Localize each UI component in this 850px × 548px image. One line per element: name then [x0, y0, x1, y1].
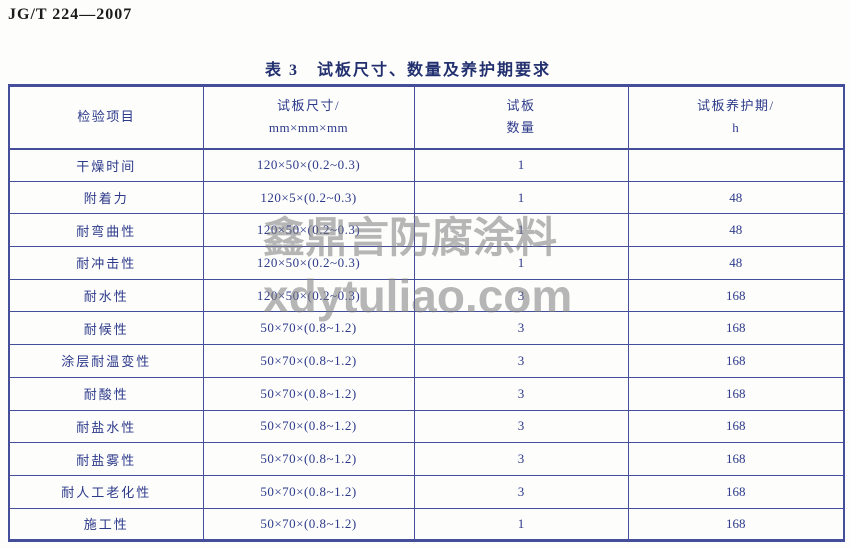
cell-curing-period: 168: [627, 376, 845, 411]
cell-plate-quantity: 3: [413, 344, 629, 378]
header-curing: 试板养护期/ h: [627, 85, 845, 150]
cell-plate-quantity: 3: [413, 474, 629, 509]
table-row: 耐盐雾性 50×70×(0.8~1.2) 3 168: [8, 442, 845, 476]
table-row: 耐候性 50×70×(0.8~1.2) 3 168: [8, 311, 845, 346]
cell-curing-period: 168: [627, 442, 845, 476]
cell-plate-quantity: 3: [413, 409, 629, 444]
header-item-label: 检验项目: [77, 109, 136, 125]
header-size-line2: mm×mm×mm: [268, 120, 349, 136]
cell-plate-size: 120×5×(0.2~0.3): [202, 180, 415, 215]
cell-inspection-item: 附着力: [8, 180, 204, 215]
cell-plate-size: 50×70×(0.8~1.2): [202, 409, 415, 444]
table-row: 施工性 50×70×(0.8~1.2) 1 168: [8, 507, 845, 542]
cell-inspection-item: 耐盐水性: [8, 409, 204, 444]
cell-curing-period: 168: [627, 474, 845, 509]
cell-plate-quantity: 3: [413, 278, 629, 313]
cell-inspection-item: 施工性: [8, 507, 204, 542]
header-size: 试板尺寸/ mm×mm×mm: [202, 85, 415, 150]
table-row: 涂层耐温变性 50×70×(0.8~1.2) 3 168: [8, 344, 845, 378]
table-row: 耐水性 120×50×(0.2~0.3) 3 168: [8, 278, 845, 313]
cell-curing-period: 168: [627, 311, 845, 346]
cell-curing-period: 168: [627, 278, 845, 313]
cell-plate-size: 50×70×(0.8~1.2): [202, 507, 415, 542]
cell-plate-size: 50×70×(0.8~1.2): [202, 376, 415, 411]
cell-curing-period: [627, 148, 845, 182]
table-row: 附着力 120×5×(0.2~0.3) 1 48: [8, 180, 845, 215]
table-row: 耐弯曲性 120×50×(0.2~0.3) 1 48: [8, 213, 845, 248]
cell-inspection-item: 耐水性: [8, 278, 204, 313]
cell-curing-period: 168: [627, 507, 845, 542]
cell-plate-size: 120×50×(0.2~0.3): [202, 278, 415, 313]
cell-curing-period: 48: [627, 180, 845, 215]
cell-inspection-item: 耐候性: [8, 311, 204, 346]
table-row: 耐冲击性 120×50×(0.2~0.3) 1 48: [8, 246, 845, 280]
cell-plate-quantity: 1: [413, 213, 629, 248]
cell-plate-size: 50×70×(0.8~1.2): [202, 474, 415, 509]
cell-inspection-item: 耐冲击性: [8, 246, 204, 280]
spec-table: 检验项目 试板尺寸/ mm×mm×mm 试板 数量 试板养护期/ h 干燥时间 …: [8, 84, 845, 543]
header-item: 检验项目: [8, 85, 204, 150]
cell-inspection-item: 耐人工老化性: [8, 474, 204, 509]
cell-plate-quantity: 1: [413, 180, 629, 215]
header-curing-line1: 试板养护期/: [696, 98, 775, 114]
cell-curing-period: 48: [627, 246, 845, 280]
cell-plate-size: 120×50×(0.2~0.3): [202, 213, 415, 248]
header-quantity-line1: 试板: [506, 98, 536, 114]
table-row: 耐盐水性 50×70×(0.8~1.2) 3 168: [8, 409, 845, 444]
header-quantity: 试板 数量: [413, 85, 629, 150]
table-row: 干燥时间 120×50×(0.2~0.3) 1: [8, 148, 845, 182]
cell-curing-period: 168: [627, 409, 845, 444]
cell-plate-quantity: 3: [413, 311, 629, 346]
header-quantity-line2: 数量: [506, 120, 536, 136]
cell-inspection-item: 干燥时间: [8, 148, 204, 182]
cell-plate-size: 50×70×(0.8~1.2): [202, 344, 415, 378]
cell-plate-quantity: 1: [413, 507, 629, 542]
table-body: 干燥时间 120×50×(0.2~0.3) 1 附着力 120×5×(0.2~0…: [8, 148, 845, 542]
cell-plate-size: 120×50×(0.2~0.3): [202, 246, 415, 280]
table-title: 表 3 试板尺寸、数量及养护期要求: [264, 62, 551, 79]
cell-plate-quantity: 1: [413, 148, 629, 182]
header-curing-line2: h: [732, 120, 740, 136]
table-header: 检验项目 试板尺寸/ mm×mm×mm 试板 数量 试板养护期/ h: [8, 85, 845, 150]
cell-inspection-item: 耐弯曲性: [8, 213, 204, 248]
cell-inspection-item: 耐盐雾性: [8, 442, 204, 476]
cell-inspection-item: 耐酸性: [8, 376, 204, 411]
table-row: 耐人工老化性 50×70×(0.8~1.2) 3 168: [8, 474, 845, 509]
header-size-line1: 试板尺寸/: [276, 98, 341, 114]
cell-plate-size: 50×70×(0.8~1.2): [202, 442, 415, 476]
cell-plate-size: 120×50×(0.2~0.3): [202, 148, 415, 182]
standard-number: JG/T 224—2007: [8, 6, 133, 23]
cell-plate-quantity: 1: [413, 246, 629, 280]
cell-plate-size: 50×70×(0.8~1.2): [202, 311, 415, 346]
header-row: 检验项目 试板尺寸/ mm×mm×mm 试板 数量 试板养护期/ h: [8, 85, 845, 150]
cell-curing-period: 48: [627, 213, 845, 248]
cell-inspection-item: 涂层耐温变性: [8, 344, 204, 378]
cell-curing-period: 168: [627, 344, 845, 378]
table-row: 耐酸性 50×70×(0.8~1.2) 3 168: [8, 376, 845, 411]
cell-plate-quantity: 3: [413, 376, 629, 411]
cell-plate-quantity: 3: [413, 442, 629, 476]
